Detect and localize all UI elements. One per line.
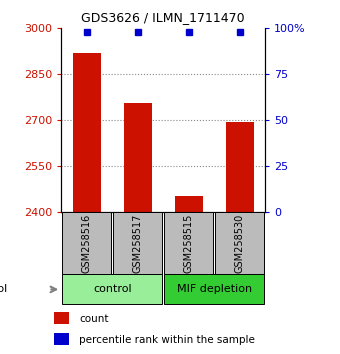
Bar: [113, 212, 162, 274]
Bar: [164, 274, 264, 304]
Text: percentile rank within the sample: percentile rank within the sample: [79, 335, 255, 345]
Bar: [54, 312, 69, 324]
Text: GSM258530: GSM258530: [235, 214, 245, 273]
Text: count: count: [79, 314, 108, 324]
Bar: [62, 274, 162, 304]
Text: MIF depletion: MIF depletion: [177, 284, 252, 295]
Bar: [73, 53, 101, 212]
Bar: [164, 212, 213, 274]
Text: GSM258517: GSM258517: [133, 214, 143, 273]
Text: GSM258516: GSM258516: [82, 214, 92, 273]
Text: protocol: protocol: [0, 284, 7, 295]
Bar: [54, 333, 69, 345]
Bar: [215, 212, 264, 274]
Bar: [62, 212, 111, 274]
Bar: [226, 122, 254, 212]
Bar: [124, 103, 152, 212]
Title: GDS3626 / ILMN_1711470: GDS3626 / ILMN_1711470: [81, 11, 245, 24]
Text: control: control: [93, 284, 132, 295]
Text: GSM258515: GSM258515: [184, 214, 194, 273]
Bar: [175, 195, 203, 212]
